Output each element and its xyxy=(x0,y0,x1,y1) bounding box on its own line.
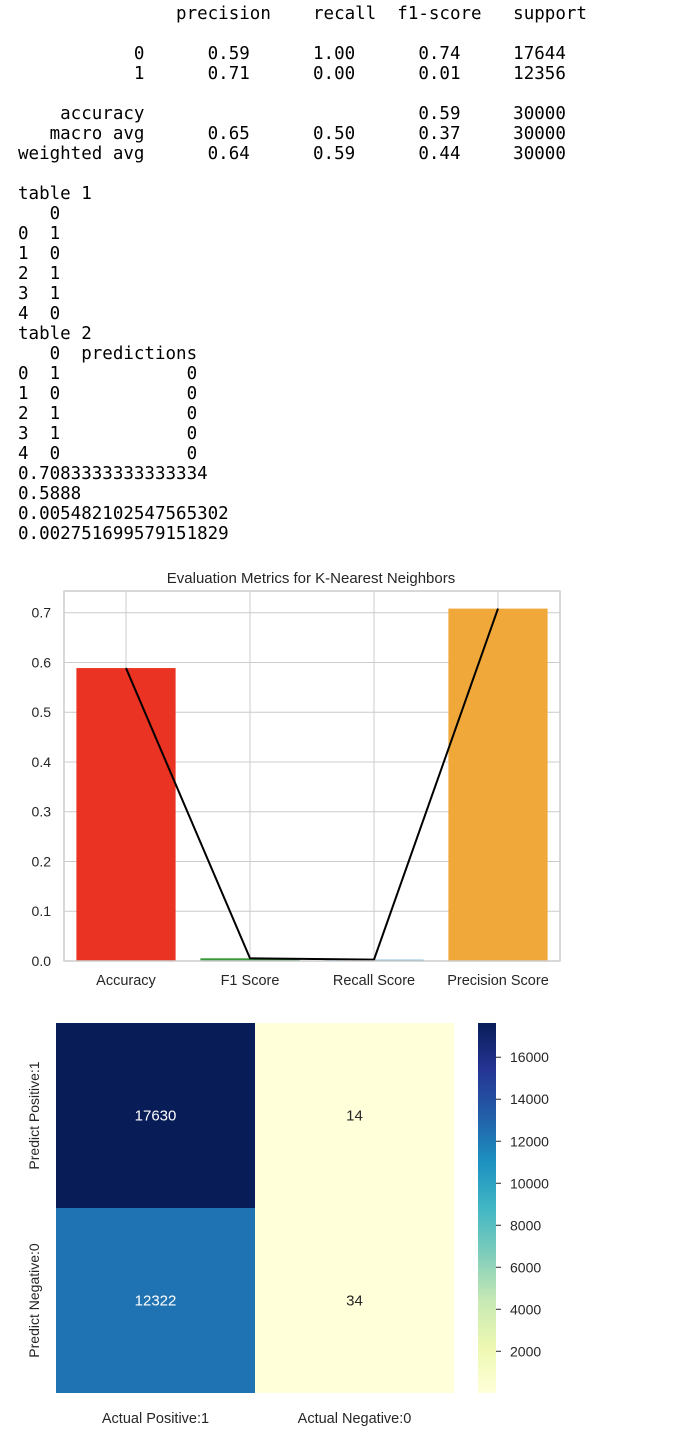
x-tick-label: Recall Score xyxy=(333,973,415,989)
y-tick-label: 0.2 xyxy=(32,853,52,869)
colorbar-tick-label: 8000 xyxy=(510,1217,541,1233)
colorbar-tick-label: 12000 xyxy=(510,1133,549,1149)
cell-value: 34 xyxy=(346,1293,363,1310)
column-label: Actual Negative:0 xyxy=(298,1411,412,1427)
heatmap-cell xyxy=(255,1208,454,1393)
bar-f1-score xyxy=(200,958,300,961)
heatmap-cell xyxy=(255,1023,454,1208)
y-tick-label: 0.0 xyxy=(32,953,52,969)
colorbar-tick-label: 14000 xyxy=(510,1091,549,1107)
column-label: Actual Positive:1 xyxy=(102,1411,209,1427)
heatmap-cell xyxy=(56,1208,255,1393)
plot-frame xyxy=(63,590,561,962)
bar-accuracy xyxy=(76,668,176,961)
console-output: precision recall f1-score support 0 0.59… xyxy=(18,4,587,544)
x-tick-label: Accuracy xyxy=(96,973,156,989)
colorbar-tick-label: 10000 xyxy=(510,1175,549,1191)
heatmap-cell xyxy=(56,1023,255,1208)
y-tick-label: 0.3 xyxy=(32,804,52,820)
colorbar-tick-label: 2000 xyxy=(510,1343,541,1359)
colorbar-tick-label: 16000 xyxy=(510,1049,549,1065)
metrics-line xyxy=(125,608,499,961)
x-tick-label: F1 Score xyxy=(221,973,280,989)
cell-value: 12322 xyxy=(135,1293,177,1310)
y-tick-label: 0.1 xyxy=(32,903,52,919)
bar-precision-score xyxy=(448,608,548,961)
chart-title: Evaluation Metrics for K-Nearest Neighbo… xyxy=(167,570,455,587)
y-tick-label: 0.6 xyxy=(32,654,52,670)
colorbar xyxy=(478,1023,496,1393)
x-tick-label: Precision Score xyxy=(447,973,549,989)
y-tick-label: 0.4 xyxy=(32,754,52,770)
evaluation-metrics-chart: Evaluation Metrics for K-Nearest Neighbo… xyxy=(32,570,561,989)
confusion-matrix-heatmap: 17630 14 12322 34 Actual Positive:1 Actual Ne… xyxy=(26,1023,549,1427)
cell-value: 17630 xyxy=(135,1108,177,1125)
row-label: Predict Negative:0 xyxy=(26,1243,42,1358)
row-label: Predict Positive:1 xyxy=(26,1061,42,1169)
y-tick-label: 0.5 xyxy=(32,704,52,720)
cell-value: 14 xyxy=(346,1108,363,1125)
y-tick-label: 0.7 xyxy=(32,605,52,621)
colorbar-tick-label: 6000 xyxy=(510,1259,541,1275)
colorbar-tick-label: 4000 xyxy=(510,1301,541,1317)
